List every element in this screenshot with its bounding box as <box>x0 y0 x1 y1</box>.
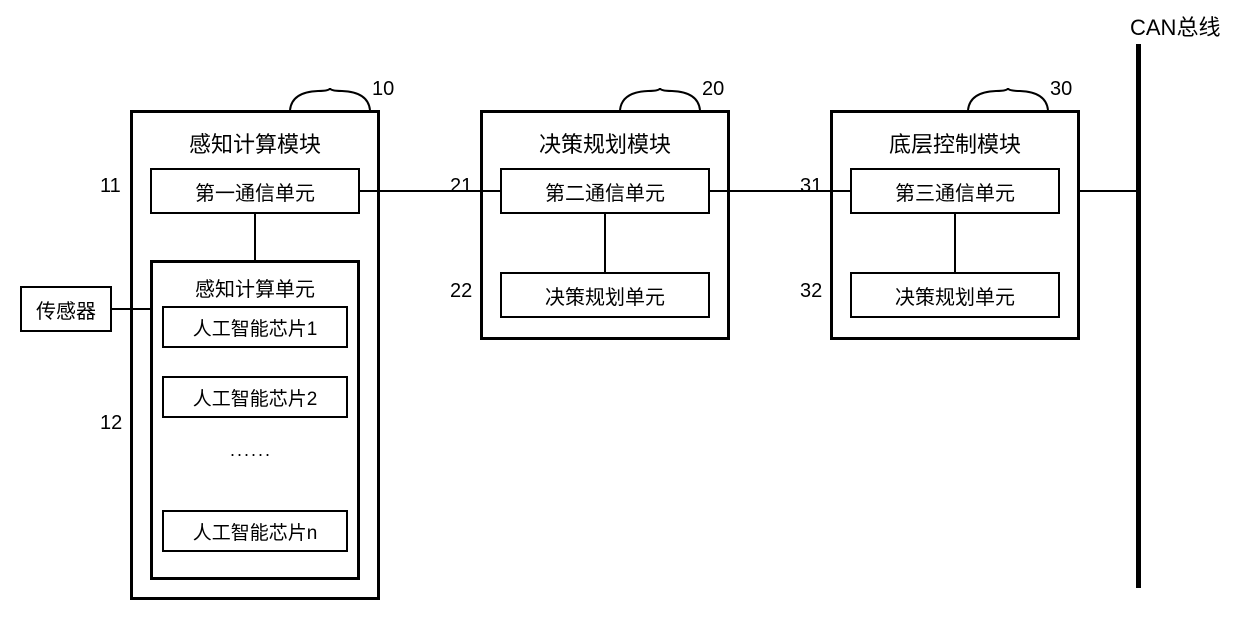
unit-21: 第二通信单元 <box>500 168 710 214</box>
ref-21: 21 <box>450 175 472 198</box>
chip-n: 人工智能芯片n <box>162 510 348 552</box>
bracket-20 <box>620 88 700 112</box>
sensor-box: 传感器 <box>20 286 112 332</box>
module-perception-title: 感知计算模块 <box>133 127 377 159</box>
bracket-30 <box>968 88 1048 112</box>
conn-unit21-unit22 <box>604 214 606 272</box>
ref-10: 10 <box>372 78 394 101</box>
ref-20: 20 <box>702 78 724 101</box>
conn-unit31-unit32 <box>954 214 956 272</box>
ref-31: 31 <box>800 175 822 198</box>
module-control-title: 底层控制模块 <box>833 127 1077 159</box>
ref-22: 22 <box>450 280 472 303</box>
unit-12-title: 感知计算单元 <box>153 273 357 302</box>
conn-module30-bus <box>1080 190 1137 192</box>
module-decision-title: 决策规划模块 <box>483 127 727 159</box>
conn-unit11-unit21 <box>360 190 500 192</box>
ref-30: 30 <box>1050 78 1072 101</box>
ref-32: 32 <box>800 280 822 303</box>
conn-sensor-unit12 <box>112 308 150 310</box>
chip-2: 人工智能芯片2 <box>162 376 348 418</box>
ref-11: 11 <box>100 175 121 198</box>
unit-11: 第一通信单元 <box>150 168 360 214</box>
unit-32: 决策规划单元 <box>850 272 1060 318</box>
unit-31: 第三通信单元 <box>850 168 1060 214</box>
chip-1: 人工智能芯片1 <box>162 306 348 348</box>
chip-ellipsis: ...... <box>230 440 272 461</box>
can-bus-line <box>1136 44 1141 588</box>
conn-unit11-unit12 <box>254 214 256 260</box>
bracket-10 <box>290 88 370 112</box>
can-bus-label: CAN总线 <box>1130 10 1220 42</box>
conn-unit21-unit31 <box>710 190 850 192</box>
ref-12: 12 <box>100 412 122 435</box>
unit-22: 决策规划单元 <box>500 272 710 318</box>
